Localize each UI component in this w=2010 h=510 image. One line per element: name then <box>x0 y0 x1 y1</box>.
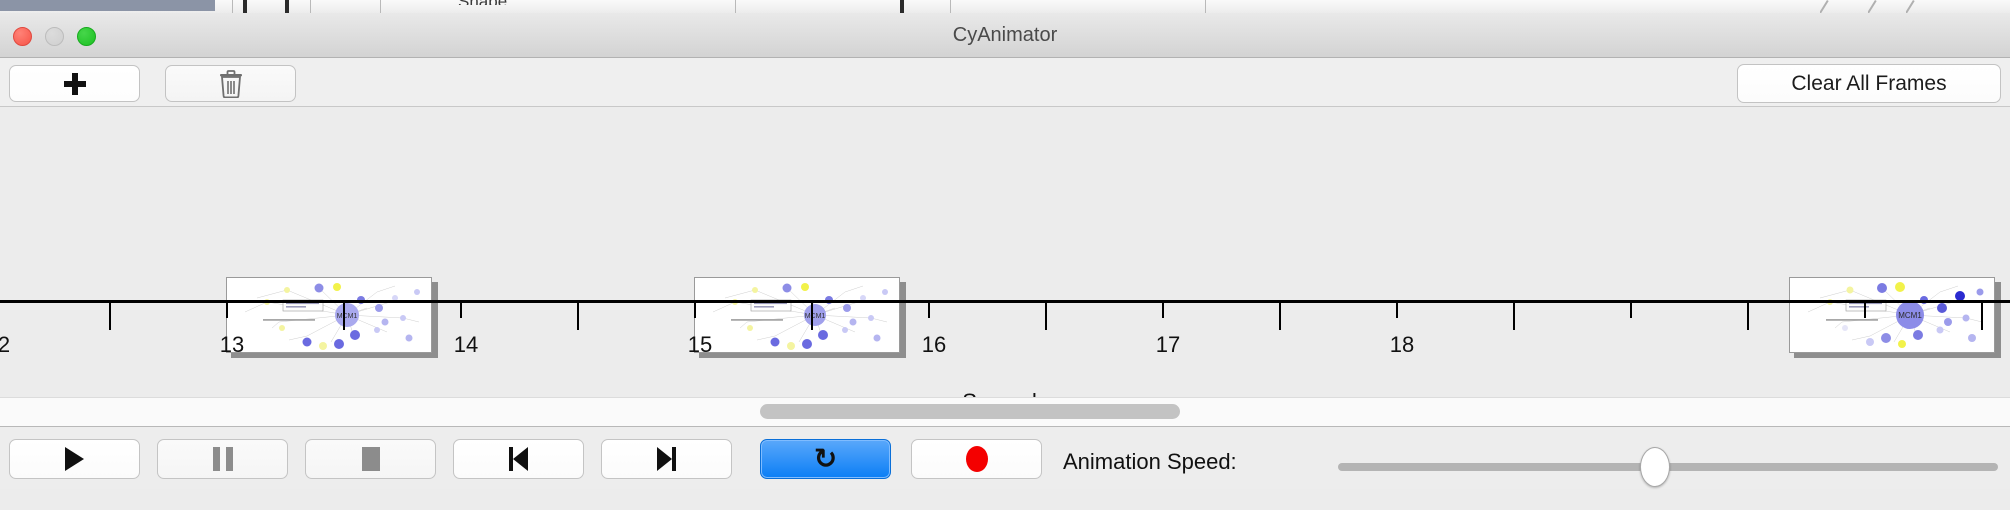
background-divider <box>735 0 736 13</box>
animation-speed-label: Animation Speed: <box>1063 449 1237 474</box>
frame-thumbnail[interactable]: MCM1 <box>226 277 438 358</box>
skip-forward-icon <box>657 447 676 471</box>
axis-tick <box>109 303 111 330</box>
maximize-icon[interactable] <box>77 27 96 46</box>
traffic-lights <box>13 27 96 46</box>
scrollbar-thumb[interactable] <box>760 404 1180 419</box>
axis-tick-minor <box>1864 303 1866 318</box>
axis-tick-minor <box>928 303 930 318</box>
playback-controls: ↻ Animation Speed: <box>0 427 2010 489</box>
svg-text:MCM1: MCM1 <box>337 313 358 320</box>
axis-tick-minor <box>460 303 462 318</box>
skip-back-icon <box>509 447 528 471</box>
thumbnail-image: MCM1 <box>1789 277 1995 353</box>
axis-tick <box>1747 303 1749 330</box>
animation-speed-slider-thumb[interactable] <box>1640 447 1670 487</box>
background-selected-tab <box>0 0 215 11</box>
play-icon <box>65 447 84 471</box>
background-glyph <box>1820 0 1834 13</box>
plus-icon <box>63 72 86 95</box>
stop-button[interactable] <box>305 439 436 479</box>
axis-tick-label: 15 <box>687 332 713 357</box>
axis-tick-minor <box>1162 303 1164 318</box>
background-glyph <box>285 0 289 13</box>
axis-tick-label: 17 <box>1155 332 1181 357</box>
svg-text:MCM1: MCM1 <box>1898 311 1922 320</box>
background-divider <box>1205 0 1206 13</box>
loop-icon: ↻ <box>813 442 838 475</box>
network-graph-preview: MCM1 <box>227 278 431 352</box>
add-frame-button[interactable] <box>9 65 140 102</box>
axis-tick <box>1981 303 1983 330</box>
timeline-panel[interactable]: MCM1 <box>0 107 2010 397</box>
background-divider <box>232 0 233 13</box>
clear-all-frames-label: Clear All Frames <box>1791 71 1947 95</box>
background-divider <box>380 0 381 13</box>
timeline-axis <box>0 300 2010 303</box>
frame-thumbnail[interactable]: MCM1 <box>1789 277 2001 358</box>
background-glyph <box>243 0 247 13</box>
delete-frame-button[interactable] <box>165 65 296 102</box>
stop-icon <box>361 447 380 471</box>
background-glyph <box>1906 0 1920 13</box>
background-glyph <box>1868 0 1882 13</box>
frame-thumbnail[interactable]: MCM1 <box>694 277 906 358</box>
axis-tick <box>343 303 345 330</box>
axis-tick-label: 16 <box>921 332 947 357</box>
background-window-strip: Shape <box>0 0 2010 13</box>
skip-end-button[interactable] <box>601 439 732 479</box>
pause-button[interactable] <box>157 439 288 479</box>
axis-tick <box>1045 303 1047 330</box>
axis-tick <box>1513 303 1515 330</box>
close-icon[interactable] <box>13 27 32 46</box>
axis-tick <box>577 303 579 330</box>
record-button[interactable] <box>911 439 1042 479</box>
record-icon <box>965 446 988 472</box>
background-window-label: Shape <box>458 0 507 5</box>
network-graph-preview: MCM1 <box>1790 278 1994 352</box>
background-divider <box>310 0 311 13</box>
window-titlebar: CyAnimator <box>0 13 2010 58</box>
window-title: CyAnimator <box>952 24 1058 46</box>
play-button[interactable] <box>9 439 140 479</box>
axis-tick-minor <box>226 303 228 318</box>
svg-text:MCM1: MCM1 <box>805 313 826 320</box>
minimize-icon[interactable] <box>45 27 64 46</box>
thumbnail-image: MCM1 <box>694 277 900 353</box>
axis-tick-label: 2 <box>0 332 11 357</box>
trash-icon <box>219 69 242 98</box>
axis-tick-label: 18 <box>1389 332 1415 357</box>
axis-tick-label: 13 <box>219 332 245 357</box>
timeline-scrollbar[interactable] <box>0 397 2010 427</box>
axis-tick-minor <box>1396 303 1398 318</box>
thumbnail-image: MCM1 <box>226 277 432 353</box>
pause-icon <box>212 447 233 471</box>
axis-tick <box>811 303 813 330</box>
skip-start-button[interactable] <box>453 439 584 479</box>
axis-tick-label: 14 <box>453 332 479 357</box>
axis-title: Seconds <box>0 389 2010 397</box>
axis-tick-minor <box>1630 303 1632 318</box>
axis-tick <box>1279 303 1281 330</box>
clear-all-frames-button[interactable]: Clear All Frames <box>1737 64 2001 103</box>
background-glyph <box>900 0 904 13</box>
background-divider <box>950 0 951 13</box>
frame-toolbar: Clear All Frames <box>0 58 2010 107</box>
background-toolbar <box>0 0 2010 13</box>
cyanimator-window: CyAnimator Clear All Frames <box>0 13 2010 510</box>
loop-button[interactable]: ↻ <box>760 439 891 479</box>
network-graph-preview: MCM1 <box>695 278 899 352</box>
axis-tick-minor <box>694 303 696 318</box>
